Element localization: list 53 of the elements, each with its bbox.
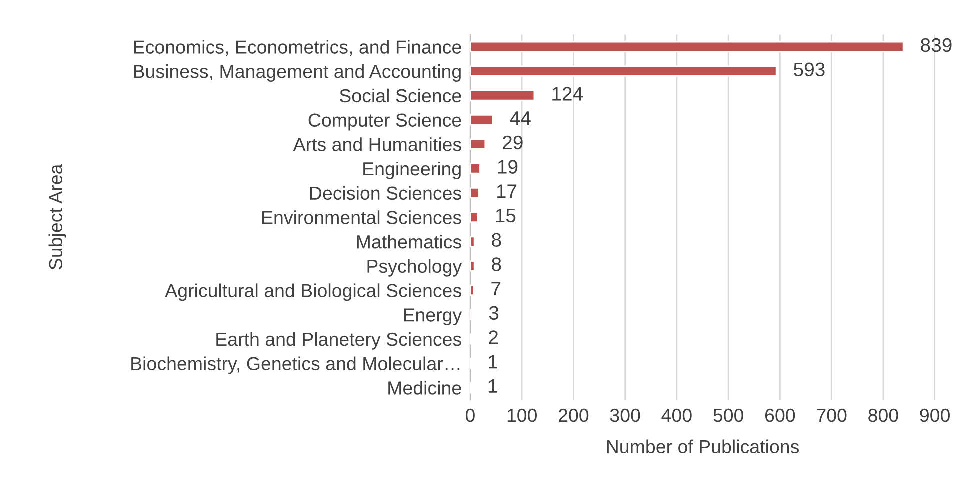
y-tick-label: Energy: [404, 308, 462, 326]
bar: [470, 114, 494, 126]
y-tick-label: Engineering: [364, 162, 461, 180]
data-label: 7: [492, 282, 501, 296]
x-tick-label: 200: [559, 408, 589, 422]
data-label: 17: [497, 184, 517, 198]
bar: [470, 188, 480, 199]
bar: [470, 284, 475, 296]
bar: [470, 163, 481, 174]
y-tick-label: Business, Management and Accounting: [134, 64, 461, 82]
x-tick-label: 700: [817, 408, 847, 422]
data-label: 1: [489, 355, 498, 369]
y-tick-label: Earth and Planetery Sciences: [216, 332, 462, 350]
x-tick-label: 600: [766, 408, 796, 422]
data-label: 2: [489, 330, 498, 344]
y-axis-title: Subject Area: [48, 164, 66, 270]
data-label: 19: [498, 160, 518, 174]
y-tick-label: Economics, Econometrics, and Finance: [134, 40, 462, 56]
x-tick-label: 900: [920, 408, 950, 422]
y-tick-label: Mathematics: [357, 234, 462, 249]
data-label: 8: [492, 258, 502, 272]
x-tick-label: 400: [662, 408, 692, 422]
x-tick-label: 800: [868, 408, 898, 422]
data-label: 839: [921, 38, 952, 52]
y-tick-label: Biochemistry, Genetics and Molecular…: [132, 356, 460, 374]
bar: [470, 41, 904, 53]
data-label: 29: [503, 136, 523, 150]
x-tick-label: 300: [610, 408, 640, 422]
y-tick-label: Social Science: [340, 88, 462, 103]
bar: [470, 66, 778, 77]
x-tick-label: 500: [714, 408, 744, 422]
y-tick-label: Decision Sciences: [310, 186, 462, 200]
data-label: 8: [492, 233, 502, 248]
y-tick-label: Arts and Humanities: [293, 138, 462, 152]
bar: [470, 260, 476, 272]
data-label: 44: [510, 112, 531, 126]
bar: [470, 138, 486, 150]
y-tick-label: Computer Science: [308, 113, 462, 131]
bar: [470, 212, 479, 224]
x-tick-label: 100: [508, 408, 537, 422]
data-label: 15: [496, 209, 516, 223]
data-label: 1: [489, 380, 498, 393]
bar: [470, 90, 536, 102]
y-tick-label: Medicine: [388, 381, 462, 395]
x-tick-label: 0: [466, 408, 475, 422]
y-tick-label: Agricultural and Biological Sciences: [165, 284, 462, 302]
data-label: 3: [489, 306, 499, 320]
x-axis-title: Number of Publications: [607, 440, 800, 454]
bar: [470, 236, 476, 248]
y-tick-label: Environmental Sciences: [262, 210, 462, 224]
data-label: 124: [552, 87, 583, 101]
data-label: 593: [794, 62, 825, 77]
y-tick-label: Psychology: [368, 259, 462, 277]
